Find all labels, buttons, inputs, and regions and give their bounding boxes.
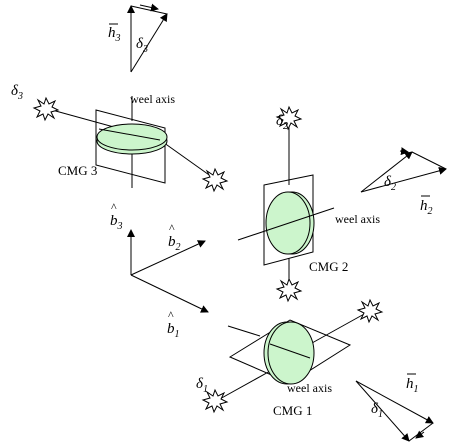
cmg1-assembly — [202, 299, 383, 413]
cmg2-label: CMG 2 — [309, 259, 348, 274]
h1-label: h1 — [406, 376, 419, 395]
starburst-icon — [33, 97, 59, 121]
cmg3-weel-axis-label: weel axis — [130, 92, 175, 106]
cmg3-gimbal-plane — [95, 109, 166, 184]
cmg1-gimbal-axis-left — [217, 369, 273, 401]
delta1-right-label: δ1 — [371, 401, 383, 420]
delta3-label: δ3 — [11, 83, 23, 102]
body-frame — [127, 229, 209, 313]
h1-upper-arrow — [355, 380, 434, 424]
cmg3-label: CMG 3 — [58, 163, 97, 178]
cmg3-gimbal-axis-right — [159, 139, 213, 178]
b1-hat: ^ — [168, 308, 174, 322]
cmg2-weel-axis-line — [237, 207, 335, 241]
h2-lower-arrow — [360, 166, 447, 193]
cmg3-wheel — [96, 123, 168, 151]
b2-label: b2 — [168, 234, 181, 253]
h2-vector-group — [360, 147, 447, 193]
h3-label: h3 — [108, 25, 121, 44]
h2-label: h2 — [420, 198, 433, 217]
delta3-top-label: δ3 — [136, 36, 148, 55]
b1-axis-arrow — [130, 274, 209, 313]
b3-label: b3 — [110, 213, 123, 232]
h1-lower-arrow — [355, 380, 410, 442]
cmg1-axis-through-disk — [269, 343, 311, 359]
cmg1-label: CMG 1 — [273, 403, 312, 418]
cmg2-gimbal-plane — [263, 174, 314, 266]
delta2-connector — [411, 151, 447, 170]
delta2-right-label: δ2 — [384, 174, 396, 193]
cmg1-weel-axis-label: weel axis — [287, 381, 332, 395]
delta1-label: δ1 — [196, 376, 208, 395]
cmg1-weel-axis-left — [227, 325, 261, 337]
b3-hat: ^ — [111, 200, 117, 214]
cmg1-gimbal-axis-right — [311, 312, 367, 344]
h3-diagonal-arrow — [130, 13, 168, 73]
delta1-tip-arrow — [415, 430, 425, 439]
delta3-connector — [130, 5, 168, 15]
b2-axis-arrow — [130, 240, 206, 276]
cmg3-axis-through-disk — [98, 128, 161, 141]
cmg2-assembly — [237, 106, 335, 302]
starburst-icon — [276, 278, 302, 302]
cmg3-assembly — [33, 96, 228, 192]
b2-hat: ^ — [169, 221, 175, 235]
h2-upper-arrow — [360, 151, 413, 193]
starburst-icon — [357, 299, 383, 323]
h3-vector-group — [127, 3, 168, 73]
delta3-top-arrow — [139, 3, 159, 12]
delta2-top-arrow — [399, 147, 409, 156]
starburst-icon — [202, 168, 228, 192]
cmg1-wheel — [267, 321, 315, 385]
delta2-label: δ2 — [276, 113, 288, 132]
cmg2-weel-axis-label: weel axis — [335, 212, 380, 226]
h1-vector-group — [355, 380, 434, 442]
b1-label: b1 — [167, 321, 180, 340]
delta1-connector — [408, 422, 434, 442]
